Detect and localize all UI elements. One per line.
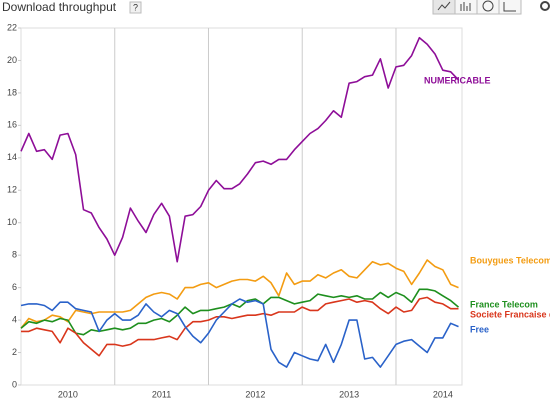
- map-view-button[interactable]: [476, 0, 500, 15]
- series-line: [20, 259, 459, 329]
- series-label: Bouygues Telecom: [470, 255, 550, 265]
- y-tick-label: 2: [12, 347, 17, 357]
- bar-view-button[interactable]: [454, 0, 478, 15]
- series-label: NUMERICABLE: [424, 75, 491, 85]
- x-tick-label: 2011: [152, 389, 171, 399]
- y-tick-label: 6: [12, 282, 17, 292]
- line-icon: [437, 1, 451, 11]
- series-line: [20, 36, 460, 263]
- x-tick-label: 2013: [339, 389, 359, 399]
- scatter-view-button[interactable]: [498, 0, 522, 15]
- view-toolbar: [432, 0, 550, 15]
- series-line: [21, 296, 459, 357]
- y-tick-label: 14: [7, 152, 17, 162]
- y-tick-label: 22: [7, 22, 17, 32]
- settings-icon[interactable]: [540, 1, 550, 11]
- y-tick-label: 12: [7, 185, 17, 195]
- bar-icon: [460, 2, 471, 11]
- plot-border: [20, 27, 463, 386]
- y-tick-label: 16: [7, 120, 17, 130]
- scatter-icon: [503, 2, 516, 12]
- x-tick-label: 2014: [433, 389, 453, 399]
- series-label: Societe Francaise du: [470, 309, 550, 319]
- y-tick-label: 4: [12, 314, 17, 324]
- y-tick-label: 10: [7, 217, 17, 227]
- help-icon[interactable]: ?: [133, 2, 138, 12]
- map-icon: [482, 0, 494, 12]
- y-tick-label: 8: [12, 250, 17, 260]
- series-label: France Telecom: [470, 299, 538, 309]
- series-line: [20, 288, 460, 336]
- series-label: Free: [470, 324, 489, 334]
- y-tick-label: 20: [7, 55, 17, 65]
- x-tick-label: 2012: [245, 389, 265, 399]
- series-line: [20, 298, 459, 368]
- x-tick-label: 2010: [58, 389, 78, 399]
- y-tick-label: 0: [12, 379, 17, 389]
- help-box[interactable]: [129, 1, 142, 14]
- chart-title: Download throughput: [2, 0, 117, 14]
- y-tick-label: 18: [7, 87, 17, 97]
